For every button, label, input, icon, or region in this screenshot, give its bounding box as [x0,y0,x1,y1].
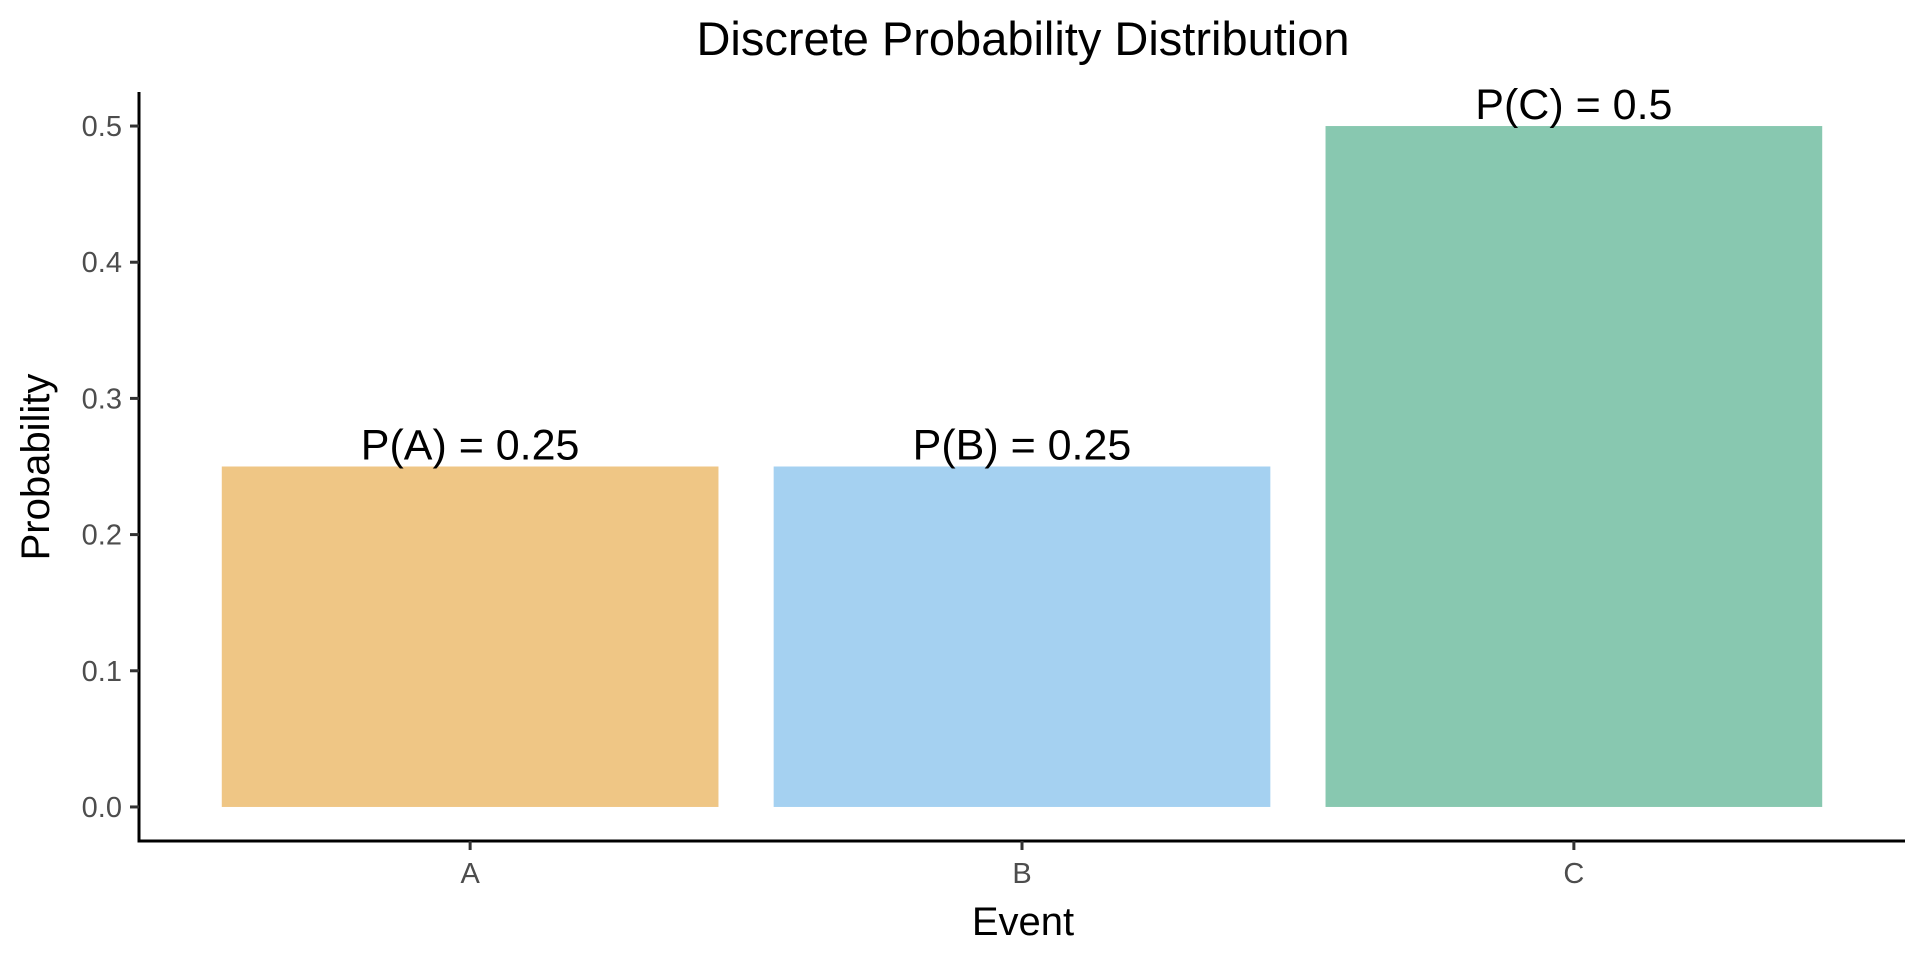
bar-label-c: P(C) = 0.5 [1475,81,1672,129]
chart-title: Discrete Probability Distribution [696,12,1349,65]
x-tick-label-a: A [460,858,480,890]
x-tick-label-c: C [1563,858,1584,890]
y-tick-label-1: 0.1 [82,656,122,688]
y-ticks: 0.0 0.1 0.2 0.3 0.4 0.5 [82,111,139,824]
y-tick-label-2: 0.2 [82,520,122,552]
bar-label-b: P(B) = 0.25 [913,422,1132,470]
y-tick-label-4: 0.4 [82,247,122,279]
bar-label-a: P(A) = 0.25 [361,422,580,470]
bar-b [773,466,1271,807]
y-tick-label-0: 0.0 [82,792,122,824]
bars-layer [221,126,1823,807]
bar-a [221,466,719,807]
bar-labels-layer: P(A) = 0.25 P(B) = 0.25 P(C) = 0.5 [361,81,1673,469]
y-axis-title: Probability [14,374,58,561]
x-ticks: A B C [460,841,1584,890]
y-tick-label-5: 0.5 [82,111,122,143]
bar-c [1325,126,1823,807]
x-axis-title: Event [972,900,1074,944]
x-tick-label-b: B [1012,858,1031,890]
y-tick-label-3: 0.3 [82,383,122,415]
